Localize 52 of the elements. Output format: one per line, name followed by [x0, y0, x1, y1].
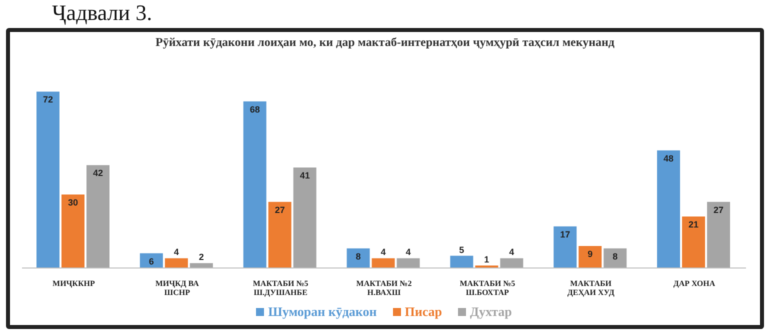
data-label: 4 [509, 247, 514, 258]
bar [657, 150, 680, 268]
data-label: 17 [560, 229, 570, 240]
data-label: 48 [664, 153, 674, 164]
x-tick-label: МАКТАБИ №5 Ш.ДУШАНБЕ [252, 279, 308, 297]
data-label: 4 [406, 247, 411, 258]
data-label: 42 [92, 168, 103, 178]
x-tick-label: МАКТАБИ №5 Ш.БОХТАР [460, 279, 516, 297]
data-label: 68 [250, 104, 260, 114]
x-tick-label: МИҶККНР [52, 279, 96, 288]
bar [707, 202, 730, 268]
bar [86, 165, 110, 268]
bar [268, 202, 292, 268]
bar [682, 216, 706, 268]
data-label: 4 [380, 247, 386, 258]
data-label: 2 [198, 252, 204, 262]
chart-title: Рӯйхати кӯдакони лоиҳаи мо, ки дар мактаб-интернатҳои ҷумҳурӣ таҳсил мекунанд [154, 35, 616, 49]
bar [61, 194, 84, 268]
bar [578, 246, 602, 268]
data-label: 27 [714, 204, 724, 215]
bar [346, 248, 370, 268]
data-label: 21 [688, 220, 699, 230]
bar [450, 256, 474, 268]
x-tick-label: МАКТАБИ ДЕҲАИ ХУД [567, 279, 615, 297]
data-label: 27 [274, 204, 285, 215]
bar [36, 92, 60, 268]
data-label: 1 [484, 254, 490, 265]
data-label: 41 [300, 170, 310, 181]
legend-label: Шуморан кӯдакон [267, 304, 377, 320]
bar [372, 258, 395, 268]
data-label: 72 [42, 94, 53, 105]
bar [554, 226, 577, 268]
bar [293, 168, 316, 268]
data-label: 8 [612, 251, 618, 262]
x-tick-label: ДАР ХОНА [673, 279, 716, 288]
bar [604, 248, 627, 268]
legend-label: Писар [404, 304, 442, 320]
x-tick-label: МИҶКД ВА ШСНР [155, 279, 200, 297]
data-label: 4 [174, 247, 179, 258]
data-label: 5 [459, 244, 464, 255]
data-label: 30 [68, 198, 78, 208]
bar [396, 258, 420, 268]
bar [164, 258, 188, 268]
bar [190, 263, 213, 268]
legend-label: Духтар [469, 304, 512, 320]
data-label: 8 [356, 251, 361, 262]
bar [500, 258, 524, 268]
data-label: 9 [588, 248, 593, 259]
data-label: 6 [148, 256, 154, 266]
bar [243, 101, 266, 268]
text: Ҷадвали 3. [52, 0, 152, 26]
x-tick-label: МАКТАБИ №2 Н.ВАХШ [356, 279, 412, 297]
